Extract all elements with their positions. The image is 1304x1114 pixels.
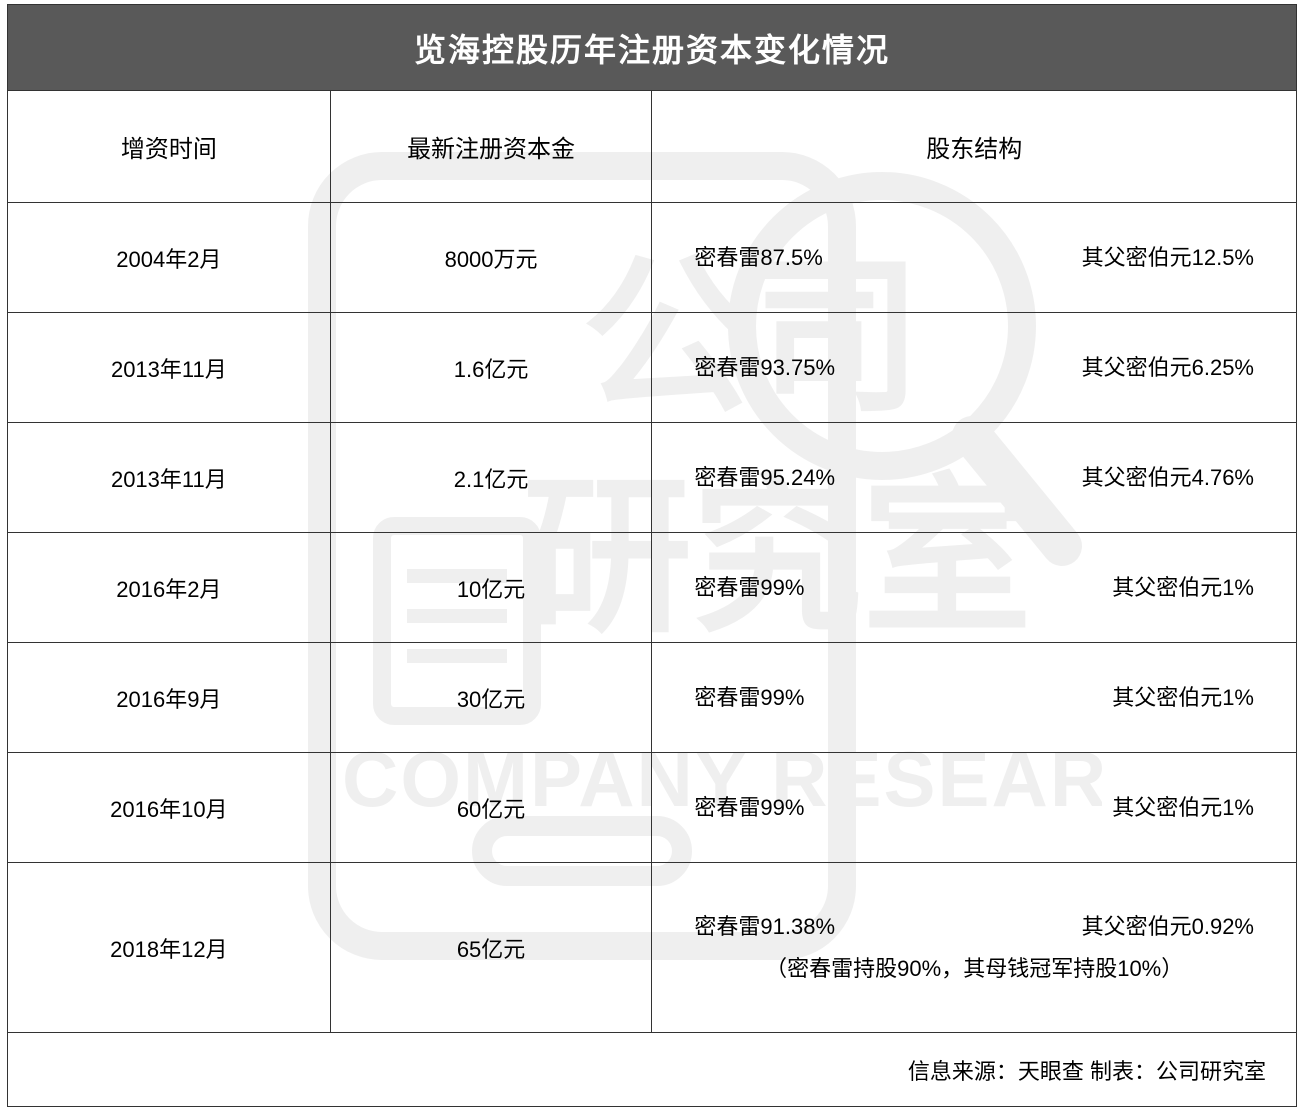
col-header-capital: 最新注册资本金	[330, 91, 652, 203]
cell-time: 2018年12月	[8, 863, 331, 1033]
table-title: 览海控股历年注册资本变化情况	[8, 5, 1297, 91]
shareholder-b: 其父密伯元0.92%	[1082, 909, 1254, 944]
cell-shareholder: 密春雷95.24% 其父密伯元4.76%	[652, 423, 1297, 533]
capital-history-table: 览海控股历年注册资本变化情况 增资时间 最新注册资本金 股东结构 2004年2月…	[7, 4, 1297, 1107]
shareholder-note: （密春雷持股90%，其母钱冠军持股10%）	[664, 951, 1284, 986]
shareholder-a: 密春雷91.38%	[694, 909, 835, 944]
cell-capital: 30亿元	[330, 643, 652, 753]
table-footer: 信息来源：天眼查 制表：公司研究室	[8, 1033, 1297, 1107]
shareholder-b: 其父密伯元6.25%	[1082, 350, 1254, 385]
cell-capital: 8000万元	[330, 203, 652, 313]
table-row: 2016年2月 10亿元 密春雷99% 其父密伯元1%	[8, 533, 1297, 643]
cell-time: 2004年2月	[8, 203, 331, 313]
cell-capital: 65亿元	[330, 863, 652, 1033]
cell-capital: 60亿元	[330, 753, 652, 863]
col-header-time: 增资时间	[8, 91, 331, 203]
shareholder-a: 密春雷99%	[694, 570, 804, 605]
shareholder-b: 其父密伯元1%	[1112, 680, 1254, 715]
shareholder-a: 密春雷99%	[694, 680, 804, 715]
shareholder-b: 其父密伯元1%	[1112, 790, 1254, 825]
shareholder-a: 密春雷87.5%	[694, 240, 822, 275]
cell-time: 2013年11月	[8, 313, 331, 423]
cell-shareholder: 密春雷93.75% 其父密伯元6.25%	[652, 313, 1297, 423]
cell-shareholder: 密春雷99% 其父密伯元1%	[652, 643, 1297, 753]
table-row: 2004年2月 8000万元 密春雷87.5% 其父密伯元12.5%	[8, 203, 1297, 313]
shareholder-a: 密春雷99%	[694, 790, 804, 825]
table-row: 2016年10月 60亿元 密春雷99% 其父密伯元1%	[8, 753, 1297, 863]
cell-shareholder: 密春雷99% 其父密伯元1%	[652, 753, 1297, 863]
table-footer-row: 信息来源：天眼查 制表：公司研究室	[8, 1033, 1297, 1107]
shareholder-b: 其父密伯元4.76%	[1082, 460, 1254, 495]
cell-time: 2016年9月	[8, 643, 331, 753]
cell-time: 2016年10月	[8, 753, 331, 863]
table-row: 2013年11月 2.1亿元 密春雷95.24% 其父密伯元4.76%	[8, 423, 1297, 533]
table-row: 2018年12月 65亿元 密春雷91.38% 其父密伯元0.92% （密春雷持…	[8, 863, 1297, 1033]
cell-capital: 10亿元	[330, 533, 652, 643]
cell-capital: 1.6亿元	[330, 313, 652, 423]
cell-time: 2016年2月	[8, 533, 331, 643]
cell-shareholder: 密春雷87.5% 其父密伯元12.5%	[652, 203, 1297, 313]
table-row: 2016年9月 30亿元 密春雷99% 其父密伯元1%	[8, 643, 1297, 753]
cell-capital: 2.1亿元	[330, 423, 652, 533]
table-title-row: 览海控股历年注册资本变化情况	[8, 5, 1297, 91]
shareholder-a: 密春雷93.75%	[694, 350, 835, 385]
shareholder-b: 其父密伯元1%	[1112, 570, 1254, 605]
cell-time: 2013年11月	[8, 423, 331, 533]
table-header-row: 增资时间 最新注册资本金 股东结构	[8, 91, 1297, 203]
cell-shareholder: 密春雷91.38% 其父密伯元0.92% （密春雷持股90%，其母钱冠军持股10…	[652, 863, 1297, 1033]
shareholder-b: 其父密伯元12.5%	[1082, 240, 1254, 275]
table-row: 2013年11月 1.6亿元 密春雷93.75% 其父密伯元6.25%	[8, 313, 1297, 423]
shareholder-a: 密春雷95.24%	[694, 460, 835, 495]
col-header-shareholder: 股东结构	[652, 91, 1297, 203]
cell-shareholder: 密春雷99% 其父密伯元1%	[652, 533, 1297, 643]
